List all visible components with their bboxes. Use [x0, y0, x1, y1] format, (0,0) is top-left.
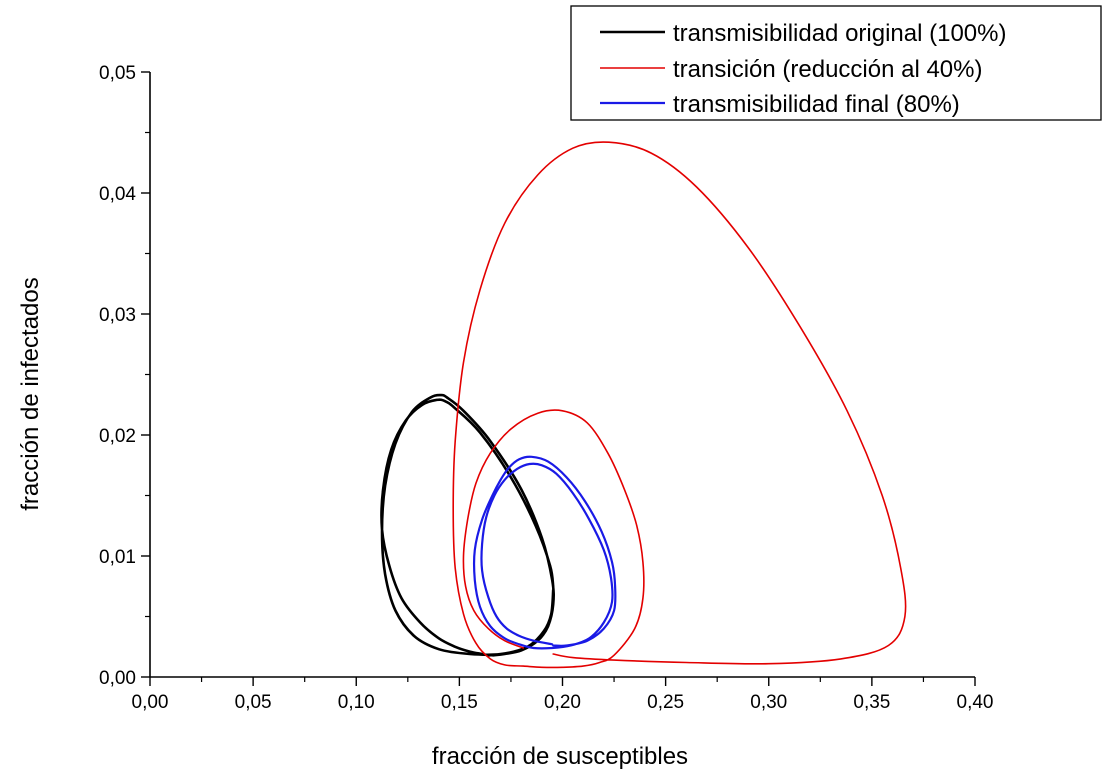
y-tick-label: 0,04: [99, 184, 136, 205]
y-ticks: 0,00 0,01 0,02 0,03 0,04 0,05: [99, 63, 150, 689]
series-final-trajectory: [472, 455, 617, 650]
x-ticks: 0,00 0,05 0,10 0,15 0,20 0,25 0,30 0,35 0,40: [132, 677, 994, 713]
x-tick-label: 0,35: [853, 692, 890, 713]
axes: 0,00 0,05 0,10 0,15 0,20 0,25 0,30 0,35 0,40 0,0…: [99, 63, 993, 713]
x-tick-label: 0,05: [235, 692, 272, 713]
y-axis-title: fracción de infectados: [17, 277, 44, 510]
x-tick-label: 0,40: [957, 692, 994, 713]
legend-box: [570, 5, 1102, 121]
legend-label-original: transmisibilidad original (100%): [673, 20, 1006, 47]
legend-label-final: transmisibilidad final (80%): [673, 91, 960, 118]
x-tick-label: 0,00: [132, 692, 169, 713]
x-tick-label: 0,30: [750, 692, 787, 713]
y-tick-label: 0,01: [99, 547, 136, 568]
x-tick-label: 0,10: [338, 692, 375, 713]
series-original-trajectory: [380, 393, 555, 657]
y-tick-label: 0,00: [99, 668, 136, 689]
series-transition-trajectory: [452, 141, 907, 669]
y-tick-label: 0,05: [99, 63, 136, 84]
x-tick-label: 0,25: [647, 692, 684, 713]
y-tick-label: 0,03: [99, 305, 136, 326]
y-tick-label: 0,02: [99, 426, 136, 447]
x-axis-title: fracción de susceptibles: [432, 743, 688, 770]
x-tick-label: 0,20: [544, 692, 581, 713]
series-group: [380, 141, 907, 669]
legend-label-transition: transición (reducción al 40%): [673, 56, 982, 83]
legend: transmisibilidad original (100%) transic…: [570, 5, 1102, 121]
x-tick-label: 0,15: [441, 692, 478, 713]
